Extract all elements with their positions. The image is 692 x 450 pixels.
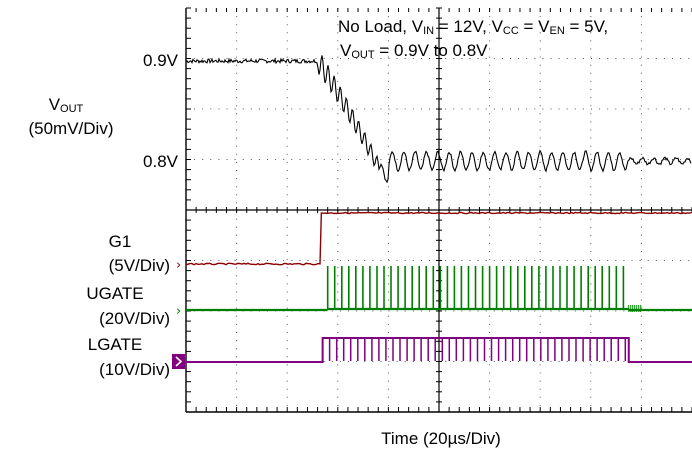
ugate-scale: (20V/Div) [99,309,170,328]
grid [185,7,692,413]
ugate-label: UGATE [86,284,144,303]
traces [185,55,692,363]
vout-trace [185,55,692,184]
g1-label: G1 [108,232,132,251]
lgate-trace [186,337,692,363]
lgate-marker-arrow [175,356,183,367]
lgate-label: LGATE [87,335,143,354]
lgate-scale: (10V/Div) [99,360,170,379]
g1-marker: › [176,258,181,273]
annotation-line-2: VOUT = 0.9V to 0.8V [340,41,488,61]
vout-label: VOUT [48,95,84,115]
g1-trace [185,211,692,266]
x-axis-label: Time (20µs/Div) [381,429,501,448]
vout-tick-0.9: 0.9V [143,51,178,70]
channel-markers: ›› [172,258,185,369]
lgate-marker [172,354,185,369]
vout-tick-0.8: 0.8V [143,152,178,171]
g1-scale: (5V/Div) [108,256,170,275]
vout-scale: (50mV/Div) [28,119,114,138]
ugate-marker: › [176,304,181,319]
annotation-line-1: No Load, VIN = 12V, VCC = VEN = 5V, [338,17,609,37]
